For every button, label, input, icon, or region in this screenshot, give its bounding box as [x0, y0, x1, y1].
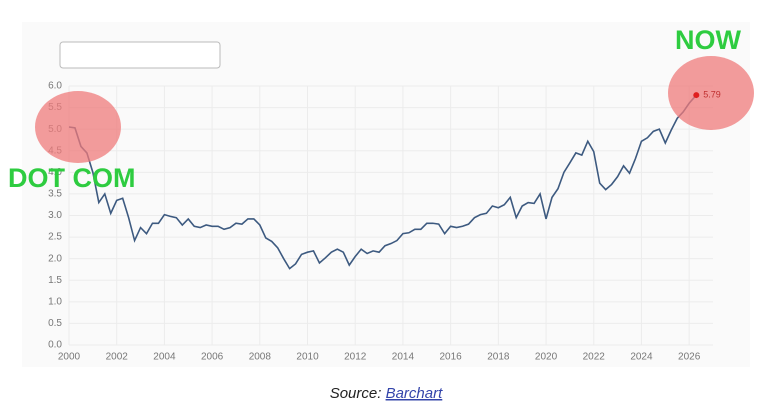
- y-tick-label: 1.0: [48, 296, 62, 307]
- source-prefix: Source:: [330, 385, 382, 402]
- x-tick-label: 2000: [58, 352, 81, 363]
- x-tick-label: 2024: [630, 352, 653, 363]
- last-point: [693, 92, 700, 99]
- y-tick-label: 2.5: [48, 232, 62, 243]
- highlight-circle: [35, 91, 121, 163]
- y-tick-label: 4.0: [48, 167, 62, 178]
- data-label: 5.79: [703, 89, 721, 99]
- y-tick-label: 0.0: [48, 340, 62, 351]
- annotation: NOW: [675, 25, 742, 55]
- highlight-circle: [668, 56, 754, 130]
- x-tick-label: 2020: [535, 352, 558, 363]
- data-line: [68, 94, 697, 270]
- x-tick-label: 2012: [344, 352, 367, 363]
- x-tick-label: 2026: [678, 352, 701, 363]
- x-tick-label: 2014: [392, 352, 415, 363]
- y-tick-label: 1.5: [48, 275, 62, 286]
- x-tick-label: 2022: [583, 352, 606, 363]
- y-tick-label: 3.5: [48, 189, 62, 200]
- overlay: 5.79: [693, 89, 721, 99]
- x-tick-label: 2004: [153, 352, 176, 363]
- y-tick-label: 2.0: [48, 253, 62, 264]
- x-tick-label: 2016: [440, 352, 463, 363]
- plot: [68, 94, 697, 270]
- y-tick-label: 3.0: [48, 210, 62, 221]
- x-tick-label: 2008: [249, 352, 272, 363]
- grid: 0.00.51.01.52.02.53.03.54.04.55.05.56.02…: [48, 81, 713, 363]
- x-tick-label: 2006: [201, 352, 224, 363]
- x-tick-label: 2010: [296, 352, 319, 363]
- source-link[interactable]: Barchart: [386, 385, 444, 402]
- annotation: DOT COM: [8, 163, 136, 193]
- source: Source: Barchart: [330, 385, 443, 402]
- plot-background: [22, 22, 750, 367]
- text-input[interactable]: [59, 41, 221, 69]
- y-tick-label: 0.5: [48, 318, 62, 329]
- x-tick-label: 2018: [487, 352, 510, 363]
- x-tick-label: 2002: [106, 352, 129, 363]
- y-tick-label: 6.0: [48, 81, 62, 92]
